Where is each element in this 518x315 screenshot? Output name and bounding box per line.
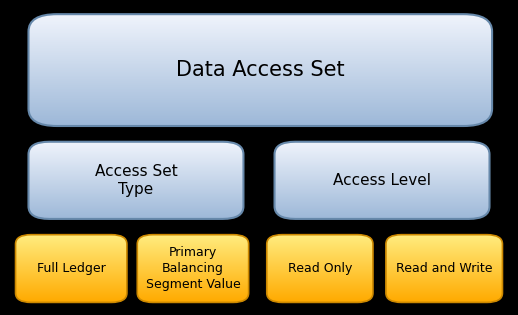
- Text: Access Level: Access Level: [333, 173, 431, 188]
- FancyBboxPatch shape: [16, 235, 127, 302]
- Text: Read and Write: Read and Write: [396, 262, 493, 275]
- FancyBboxPatch shape: [28, 14, 492, 126]
- Text: Primary
Balancing
Segment Value: Primary Balancing Segment Value: [146, 246, 240, 291]
- FancyBboxPatch shape: [386, 235, 502, 302]
- FancyBboxPatch shape: [275, 142, 490, 219]
- Text: Access Set
Type: Access Set Type: [95, 163, 177, 197]
- FancyBboxPatch shape: [28, 142, 243, 219]
- Text: Full Ledger: Full Ledger: [37, 262, 106, 275]
- Text: Read Only: Read Only: [287, 262, 352, 275]
- FancyBboxPatch shape: [267, 235, 373, 302]
- Text: Data Access Set: Data Access Set: [176, 60, 344, 80]
- FancyBboxPatch shape: [137, 235, 249, 302]
